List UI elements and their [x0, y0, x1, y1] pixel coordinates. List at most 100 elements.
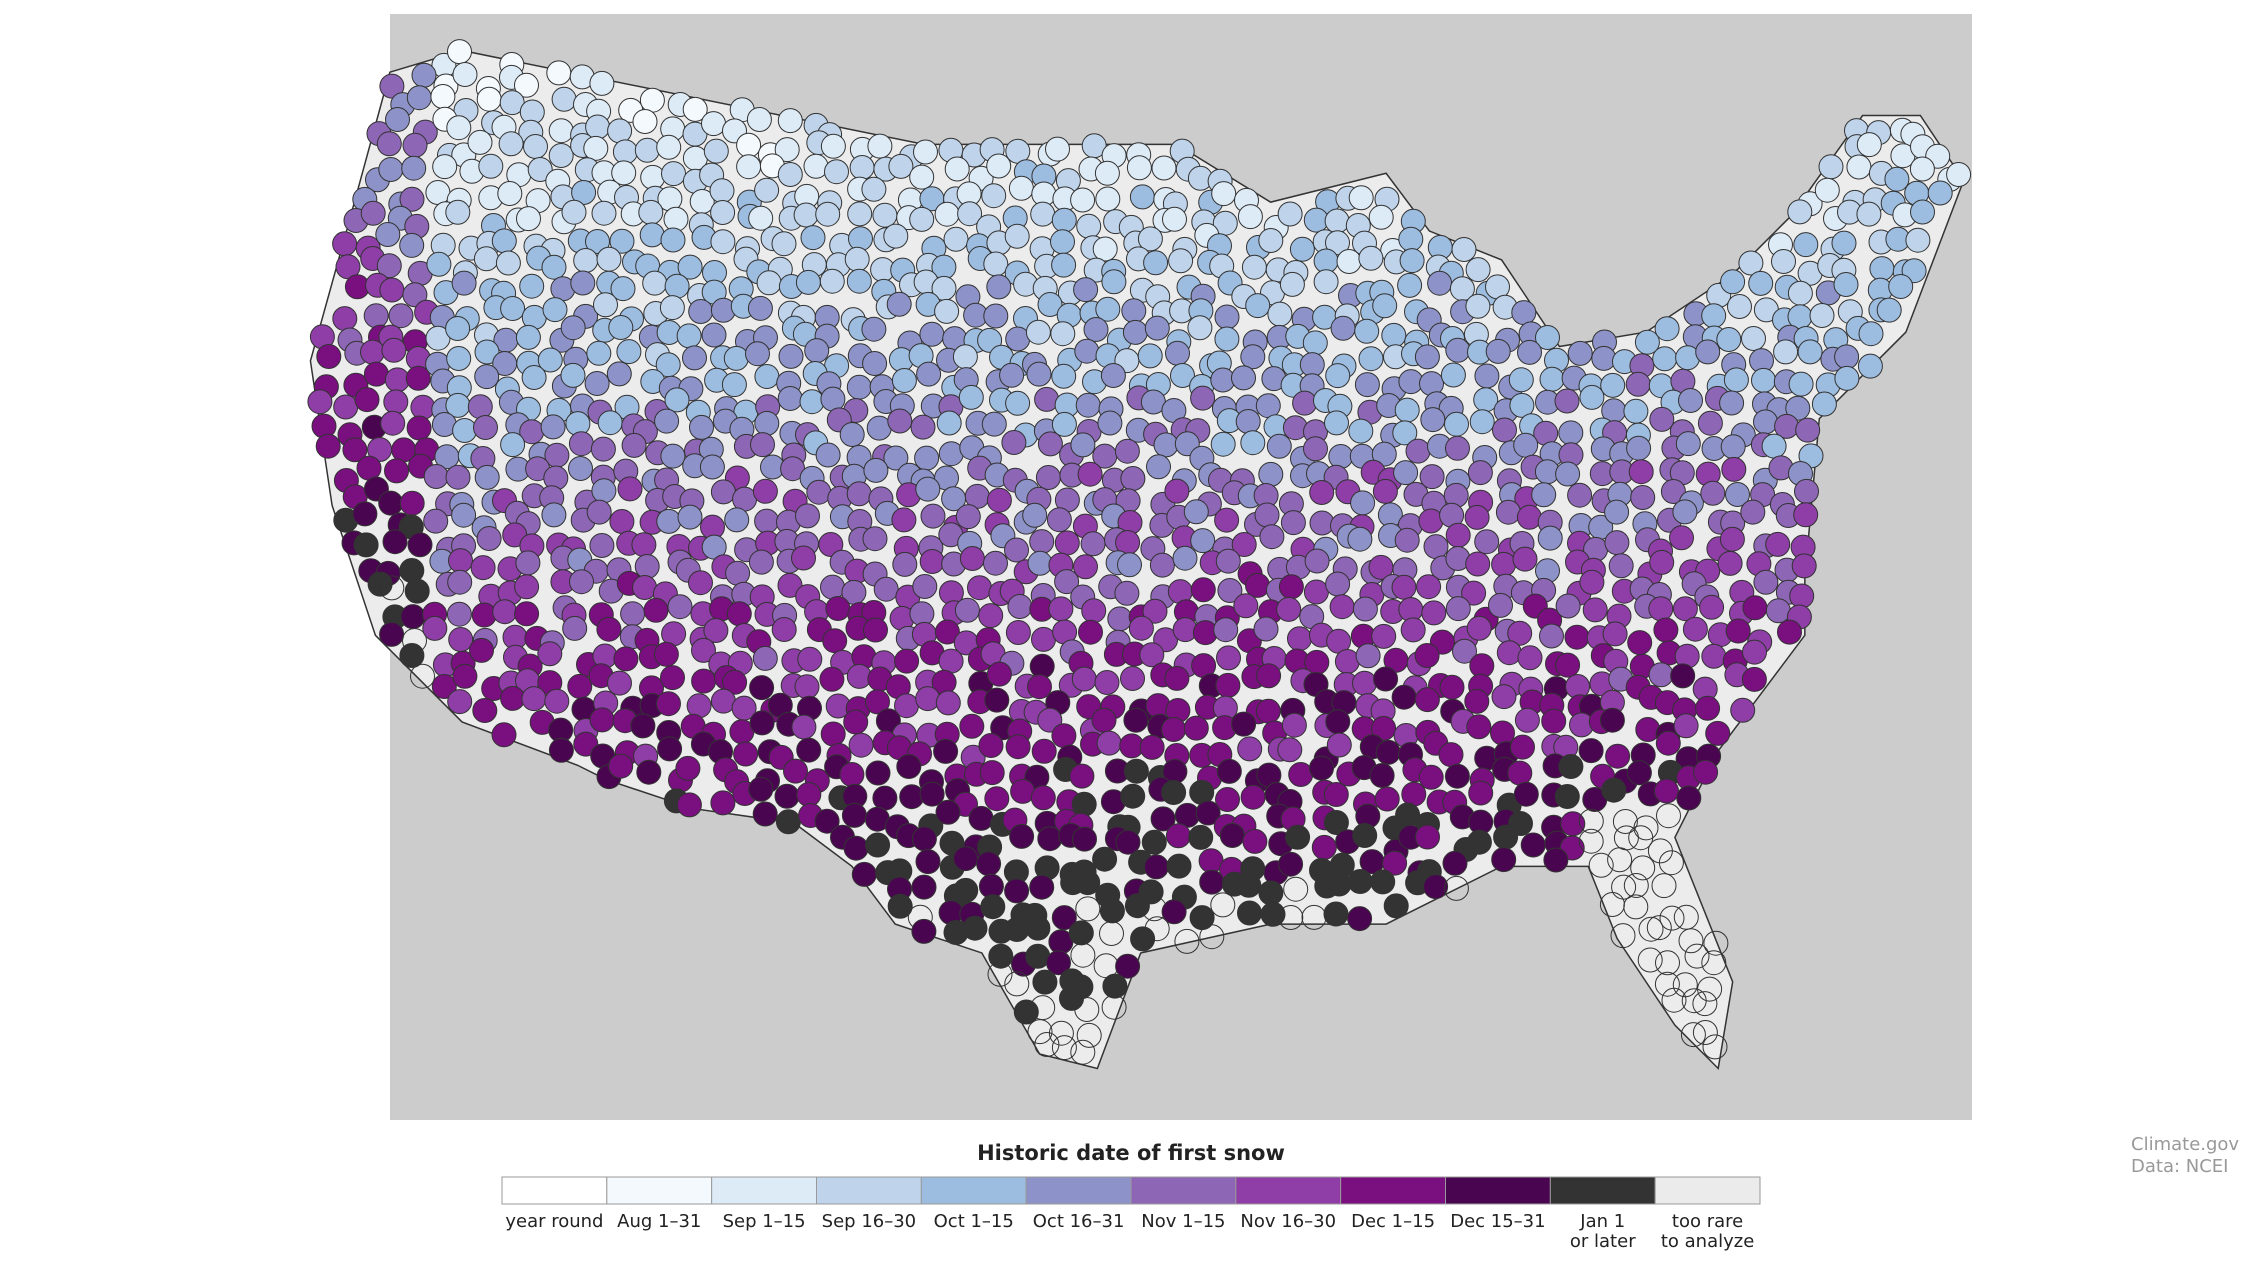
station-dot — [1681, 988, 1707, 1014]
station-dot — [521, 365, 547, 390]
station-dot — [677, 504, 703, 530]
legend-swatch — [1445, 1176, 1551, 1205]
station-dot — [1073, 277, 1099, 303]
station-dot — [1292, 390, 1318, 416]
station-dot — [983, 303, 1009, 329]
station-dot — [568, 431, 594, 457]
station-dot — [589, 70, 615, 96]
station-dot — [1253, 616, 1279, 642]
station-dot — [983, 251, 1009, 277]
station-dot — [1382, 850, 1408, 876]
station-dot — [1672, 499, 1698, 525]
station-dot — [1143, 250, 1169, 276]
station-dot — [1716, 327, 1742, 352]
station-dot — [1216, 645, 1241, 671]
station-dot — [1037, 707, 1063, 733]
station-dot — [1787, 280, 1813, 306]
station-dot — [1001, 430, 1027, 455]
station-dot — [1654, 316, 1680, 342]
station-dot — [632, 575, 658, 600]
station-dot — [1214, 304, 1240, 330]
station-dot — [1092, 846, 1118, 872]
station-dot — [913, 139, 938, 165]
station-dot — [1075, 870, 1101, 896]
station-dot — [1255, 393, 1281, 419]
station-dot — [1717, 550, 1743, 576]
station-dot — [514, 72, 539, 98]
station-dot — [1215, 548, 1241, 574]
station-dot — [491, 722, 517, 748]
station-dot — [1054, 530, 1080, 556]
station-dot — [1381, 322, 1407, 348]
station-dot — [642, 270, 668, 296]
station-dot — [820, 133, 846, 159]
station-dot — [1578, 808, 1604, 834]
station-dot — [721, 372, 747, 398]
station-dot — [402, 282, 428, 308]
station-dot — [514, 574, 540, 600]
station-dot — [1491, 551, 1517, 577]
station-dots — [307, 39, 1972, 1065]
legend-label: year round — [505, 1211, 603, 1232]
station-dot — [1578, 738, 1604, 764]
station-dot — [824, 159, 849, 185]
station-dot — [316, 344, 342, 369]
station-dot — [1649, 549, 1675, 575]
station-dot — [849, 155, 875, 180]
station-dot — [445, 316, 471, 341]
station-dot — [1329, 594, 1355, 620]
station-dot — [1445, 435, 1470, 461]
station-dot — [1037, 431, 1063, 457]
station-dot — [1348, 418, 1374, 444]
legend-label: Nov 1–15 — [1141, 1211, 1225, 1232]
station-dot — [1281, 712, 1307, 738]
station-dot — [1751, 367, 1776, 393]
station-dot — [791, 545, 816, 571]
station-dot — [752, 801, 778, 827]
station-dot — [1099, 921, 1124, 946]
station-dot — [495, 250, 521, 276]
station-dot — [1371, 715, 1397, 741]
station-dot — [944, 156, 970, 182]
station-dot — [1464, 688, 1490, 714]
station-dot — [863, 457, 889, 483]
station-dot — [638, 199, 664, 225]
station-dot — [1846, 154, 1872, 180]
station-dot — [1150, 806, 1176, 832]
station-dot — [1705, 720, 1731, 746]
station-dot — [688, 570, 713, 596]
station-dot — [846, 481, 872, 507]
station-dot — [405, 365, 431, 391]
station-dot — [562, 615, 588, 641]
station-dot — [1347, 869, 1373, 894]
legend: year round Aug 1–31 Sep 1–15 Sep 16–30 Oct 1… — [501, 1176, 1761, 1252]
station-dot — [1507, 760, 1533, 786]
station-dot — [1742, 595, 1768, 621]
station-dot — [1352, 823, 1378, 848]
station-dot — [448, 548, 473, 574]
station-dot — [430, 84, 456, 109]
station-dot — [593, 292, 618, 318]
station-dot — [795, 269, 821, 295]
station-dot — [332, 231, 358, 257]
station-dot — [659, 295, 685, 321]
station-dot — [1139, 642, 1165, 668]
station-dot — [500, 685, 526, 711]
station-dot — [1120, 783, 1146, 809]
station-dot — [1092, 236, 1118, 262]
station-dot — [1856, 201, 1882, 227]
station-dot — [1161, 899, 1187, 925]
station-dot — [381, 337, 407, 363]
station-dot — [1910, 199, 1935, 225]
station-dot — [1071, 791, 1097, 817]
station-dot — [819, 268, 845, 294]
station-dot — [307, 389, 333, 415]
station-dot — [978, 603, 1004, 629]
station-dot — [1423, 534, 1449, 560]
station-dot — [1658, 850, 1684, 876]
station-dot — [1122, 319, 1148, 345]
legend-label: Dec 1–15 — [1351, 1211, 1435, 1232]
station-dot — [1701, 950, 1727, 976]
station-dot — [548, 143, 574, 168]
station-dot — [953, 846, 979, 872]
